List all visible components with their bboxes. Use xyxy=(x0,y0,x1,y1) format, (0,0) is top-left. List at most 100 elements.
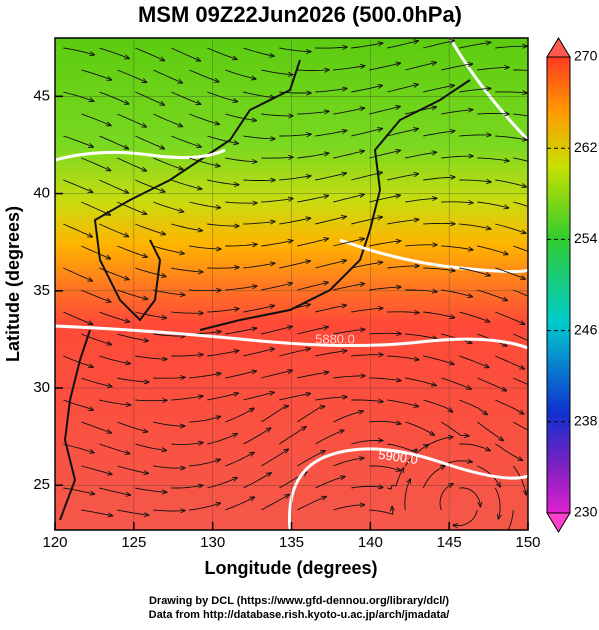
streamline xyxy=(135,355,167,359)
streamline xyxy=(225,202,257,203)
streamline xyxy=(333,151,364,159)
streamline xyxy=(153,421,185,426)
streamline xyxy=(513,201,528,207)
streamline xyxy=(423,267,455,271)
streamline xyxy=(153,69,182,83)
plot-layer: 5880.0 5900.0 xyxy=(55,38,528,530)
streamline xyxy=(351,355,383,356)
streamline xyxy=(261,406,288,423)
streamline xyxy=(279,134,311,136)
streamline xyxy=(171,485,203,488)
streamline xyxy=(63,135,93,147)
streamline xyxy=(81,69,111,80)
streamline xyxy=(117,421,147,432)
streamline xyxy=(189,416,220,423)
streamline xyxy=(135,135,164,149)
streamline xyxy=(441,421,469,436)
streamline xyxy=(99,355,130,364)
title: MSM 09Z22Jun2026 (500.0hPa) xyxy=(138,2,462,27)
streamline xyxy=(243,91,274,98)
x-tick-label: 135 xyxy=(279,534,304,551)
streamline xyxy=(495,223,526,233)
streamline xyxy=(279,261,310,269)
streamline xyxy=(117,69,147,82)
streamline xyxy=(315,173,346,181)
streamline xyxy=(153,289,185,295)
streamline xyxy=(81,245,110,259)
streamline xyxy=(513,157,528,162)
streamline xyxy=(333,376,365,379)
contour xyxy=(339,238,528,274)
streamline xyxy=(135,91,164,105)
streamline xyxy=(81,421,111,433)
streamline xyxy=(315,88,347,93)
streamline xyxy=(351,400,383,402)
streamline xyxy=(225,452,254,467)
streamline xyxy=(99,47,129,59)
streamline xyxy=(63,223,92,237)
streamline xyxy=(261,199,293,203)
streamline xyxy=(297,372,328,379)
streamline xyxy=(225,497,254,511)
streamline xyxy=(243,473,271,489)
streamline xyxy=(225,157,257,162)
streamline xyxy=(135,179,165,192)
coastline xyxy=(199,79,471,331)
streamline xyxy=(315,216,346,225)
streamline xyxy=(441,156,473,158)
streamline xyxy=(369,287,401,291)
streamline xyxy=(495,267,525,279)
streamline xyxy=(441,377,471,389)
coastline xyxy=(93,59,301,322)
streamline xyxy=(297,153,329,159)
streamline xyxy=(369,150,400,159)
streamline xyxy=(153,334,185,336)
colorbar-tick-label: 246 xyxy=(574,321,598,337)
streamline xyxy=(63,179,93,192)
streamline xyxy=(117,465,148,473)
streamline xyxy=(369,241,401,247)
streamline xyxy=(243,392,274,401)
contour xyxy=(288,447,528,530)
colorbar-extend-bottom xyxy=(546,512,571,533)
streamline xyxy=(387,41,418,49)
streamline xyxy=(153,157,183,170)
y-tick-label: 25 xyxy=(33,476,50,493)
streamline xyxy=(459,487,480,507)
streamline xyxy=(99,223,128,237)
streamline xyxy=(495,355,524,369)
streamline xyxy=(333,284,364,291)
streamline xyxy=(315,351,347,357)
streamline xyxy=(135,487,167,492)
streamline xyxy=(189,201,220,208)
streamline xyxy=(117,377,149,382)
streamline xyxy=(261,370,292,379)
streamline xyxy=(441,110,473,115)
streamline xyxy=(81,377,112,387)
streamline xyxy=(477,377,506,391)
streamline xyxy=(405,377,436,386)
streamline xyxy=(243,428,271,445)
streamline xyxy=(369,465,401,471)
y-tick-label: 35 xyxy=(33,282,50,299)
streamline xyxy=(81,201,110,215)
streamline xyxy=(297,282,328,291)
streamline xyxy=(495,92,527,93)
streamline xyxy=(495,311,525,324)
streamline xyxy=(369,106,400,115)
streamline xyxy=(369,506,393,515)
streamline xyxy=(405,290,437,292)
streamline xyxy=(81,157,110,171)
streamline xyxy=(405,62,436,71)
streamline xyxy=(81,465,112,474)
streamline xyxy=(405,421,434,435)
x-tick-label: 140 xyxy=(358,534,383,551)
streamline xyxy=(297,239,328,247)
streamline xyxy=(441,245,473,250)
streamline xyxy=(439,484,453,511)
streamline xyxy=(153,201,183,212)
streamline xyxy=(135,47,164,61)
y-axis-label: Latitude (degrees) xyxy=(3,206,23,362)
streamline xyxy=(333,239,364,247)
streamline xyxy=(171,179,202,189)
